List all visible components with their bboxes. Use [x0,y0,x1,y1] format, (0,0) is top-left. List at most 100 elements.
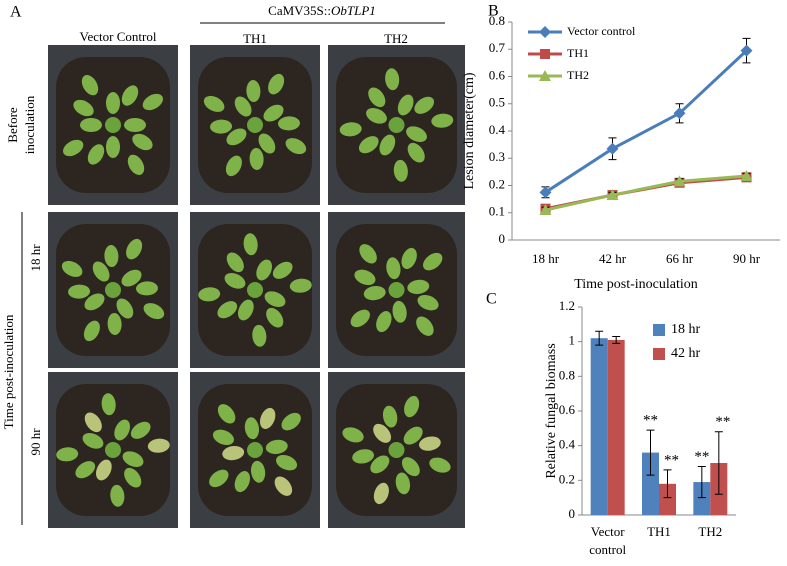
rosette [247,117,263,133]
leaf [274,476,293,496]
leaf [63,139,84,157]
leaf [386,257,401,280]
leaf [234,96,252,117]
leaf [272,261,293,279]
leaf [354,269,376,286]
bar [607,339,625,515]
leaf [147,438,170,453]
photo-grid [48,45,465,528]
leaf [73,99,94,117]
leaf [379,134,396,156]
leaf [259,407,276,429]
leaf [209,469,229,488]
error-bar [714,431,723,495]
leaf [249,147,264,170]
leaf [226,252,244,273]
leaf [80,118,102,132]
marker [539,186,552,199]
y-tick-label: 0.4 [559,437,576,452]
y-tick-label: 0.2 [489,176,505,191]
leaf [397,94,414,116]
leaf [359,244,377,264]
y-tick-label: 0.5 [489,95,505,110]
leaf [110,484,125,507]
rosette [105,442,121,458]
leaf [56,447,79,462]
marker [673,107,686,120]
leaf [92,261,110,282]
legend-swatch [653,348,665,360]
row-label: 90 hr [28,428,43,456]
x-tick-label: 66 hr [666,251,694,266]
leaf [234,471,251,493]
leaf [82,433,104,449]
leaf [376,311,392,333]
panel-label: B [488,3,499,20]
leaf [373,482,389,505]
error-bar [595,330,604,346]
leaf [212,429,234,446]
x-tick-label: 18 hr [532,251,560,266]
bar [693,482,711,515]
legend-marker [539,70,551,81]
error-bar [663,469,672,499]
error-bar [646,429,655,476]
leaf [285,138,307,155]
x-axis-title: Time post-inoculation [574,277,698,292]
leaf [124,467,142,488]
leaf [401,457,420,477]
leaf [277,116,300,131]
leaf [104,245,119,268]
leaf [96,459,112,481]
x-tick-label: Vector control [589,524,626,557]
rosette [388,442,405,458]
leaf [101,393,116,416]
leaf [122,451,144,467]
row-label: inoculation [22,95,37,154]
leaf [258,133,276,154]
leaf [203,95,225,112]
leaf [222,446,245,461]
leaf [226,128,247,146]
bar [659,483,676,515]
line [544,49,748,194]
leaf [370,455,390,474]
leaf [252,324,267,347]
y-tick-label: 0.6 [489,67,506,82]
y-tick-label: 0.4 [489,122,506,137]
leaf [142,93,163,111]
legend-label: 18 hr [671,322,701,337]
leaf [403,426,423,445]
legend-label: TH2 [567,68,589,82]
legend-label: TH1 [567,46,589,60]
row-group-label: Time post-inoculation [1,314,16,429]
leaf [121,85,139,106]
leaf [339,122,362,137]
x-tick-label: 90 hr [733,251,761,266]
leaf [210,119,233,134]
y-tick-label: 1 [569,333,576,348]
leaf [385,68,400,91]
y-tick-label: 0.8 [559,367,575,382]
leaf [143,303,165,320]
leaf [266,307,284,328]
leaf [106,92,120,114]
leaf [406,126,427,142]
rosette [247,282,263,298]
leaf [75,461,96,479]
rosette [105,117,121,133]
row-label: 18 hr [28,244,43,272]
leaf [352,449,374,464]
y-axis-title: Relative fungal biomass [544,343,559,478]
significance: ** [715,414,730,430]
leaf [265,439,288,454]
leaf [81,75,99,96]
leaf [217,301,238,319]
x-tick-label: TH1 [647,524,671,539]
marker [539,204,552,216]
leaf [276,454,298,471]
leaf [130,421,151,439]
y-tick-label: 0 [569,506,576,521]
leaf [198,287,221,302]
